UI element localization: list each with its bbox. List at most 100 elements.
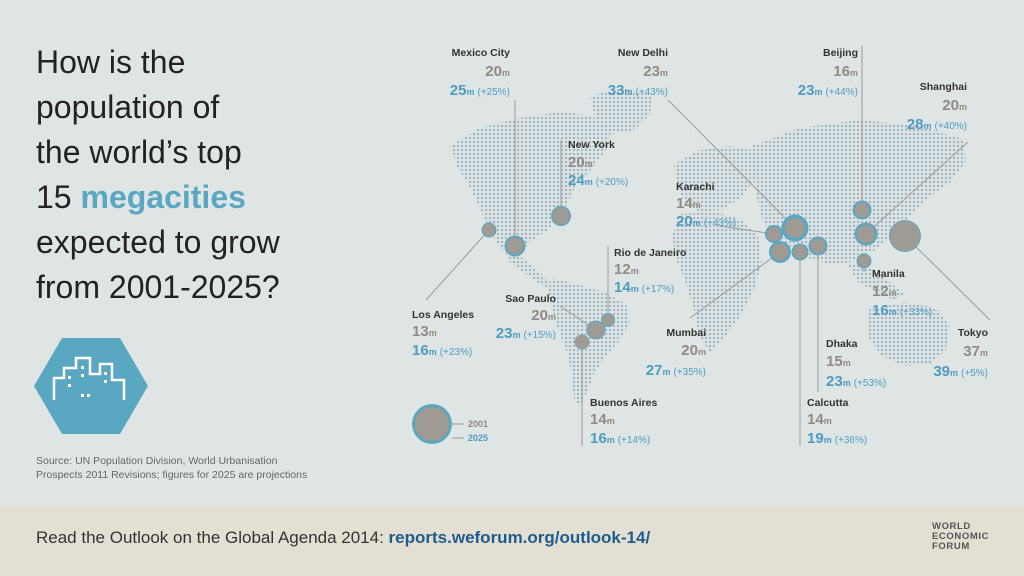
svg-text:Sao Paulo: Sao Paulo	[505, 293, 556, 305]
legend-label-2025: 2025	[468, 433, 488, 443]
bubble-dhaka[interactable]	[808, 236, 828, 256]
label-new-york: New York 20m 24m (+20%)	[568, 139, 628, 189]
svg-text:Mumbai: Mumbai	[666, 327, 706, 339]
bubble-sao-paulo[interactable]	[586, 320, 606, 340]
svg-text:16m(+23%): 16m (+23%)	[412, 342, 472, 359]
wef-logo: WORLD ECONOMIC FORUM	[932, 522, 1004, 552]
svg-text:New York: New York	[568, 139, 615, 151]
svg-text:16m: 16m	[833, 63, 858, 80]
svg-text:12m: 12m	[614, 261, 639, 278]
svg-text:Calcutta: Calcutta	[807, 397, 849, 409]
bubble-rio-de-janeiro[interactable]	[601, 313, 615, 327]
svg-text:23m(+44%): 23m (+44%)	[798, 82, 858, 99]
svg-text:Buenos Aires: Buenos Aires	[590, 397, 657, 409]
svg-text:20m(+43%): 20m (+43%)	[676, 213, 736, 230]
central-america-shape	[506, 254, 552, 288]
svg-text:Manila: Manila	[872, 268, 905, 280]
legend: 2001 2025	[412, 404, 488, 444]
svg-text:Shanghai: Shanghai	[920, 81, 967, 93]
svg-text:20m: 20m	[942, 97, 967, 114]
europe-shape	[674, 146, 760, 212]
svg-text:23m(+15%): 23m (+15%)	[496, 325, 556, 342]
svg-text:16m(+14%): 16m (+14%)	[590, 430, 650, 447]
bubble-tokyo[interactable]	[889, 220, 921, 252]
svg-text:23m(+53%): 23m (+53%)	[826, 373, 886, 390]
svg-text:Tokyo: Tokyo	[958, 327, 988, 339]
svg-text:12m: 12m	[872, 283, 897, 300]
australia-shape	[868, 302, 950, 366]
svg-text:23m: 23m	[643, 63, 668, 80]
continents	[450, 88, 966, 408]
svg-text:Los Angeles: Los Angeles	[412, 309, 474, 321]
svg-text:19m(+36%): 19m (+36%)	[807, 430, 867, 447]
svg-text:16m(+33%): 16m (+33%)	[872, 302, 932, 319]
svg-text:24m(+20%): 24m (+20%)	[568, 172, 628, 189]
headline-line-2: population of	[36, 89, 220, 125]
svg-text:25m(+25%): 25m (+25%)	[450, 82, 510, 99]
footer-label: Read the Outlook on the Global Agenda 20…	[36, 528, 389, 547]
source-line-2: Prospects 2011 Revisions; figures for 20…	[36, 469, 308, 481]
wef-logo-line-3: FORUM	[932, 541, 970, 552]
label-buenos-aires: Buenos Aires 14m 16m (+14%)	[590, 397, 657, 447]
label-tokyo: Tokyo 37m 39m (+5%)	[933, 327, 988, 380]
svg-text:14m: 14m	[807, 411, 832, 428]
legend-label-2001: 2001	[468, 419, 488, 429]
label-los-angeles: Los Angeles 13m 16m (+23%)	[412, 309, 474, 359]
bubble-new-york[interactable]	[551, 206, 571, 226]
bubble-new-delhi[interactable]	[781, 214, 809, 242]
bubble-mexico-city[interactable]	[504, 235, 526, 257]
city-bubbles	[481, 200, 921, 350]
bubble-calcutta[interactable]	[791, 243, 809, 261]
svg-text:New Delhi: New Delhi	[618, 47, 668, 59]
bubble-buenos-aires[interactable]	[574, 334, 590, 350]
label-mexico-city: Mexico City 20m 25m (+25%)	[450, 47, 510, 99]
svg-text:28m(+40%): 28m (+40%)	[907, 116, 967, 133]
svg-text:Dhaka: Dhaka	[826, 338, 858, 350]
label-sao-paulo: Sao Paulo 20m 23m (+15%)	[496, 293, 556, 342]
bubble-beijing[interactable]	[852, 200, 872, 220]
svg-text:37m: 37m	[963, 343, 988, 360]
headline-number: 15	[36, 179, 72, 215]
leader-lines	[425, 46, 991, 446]
svg-text:Rio de Janeiro: Rio de Janeiro	[614, 247, 686, 259]
label-dhaka: Dhaka 15m 23m (+53%)	[826, 338, 886, 390]
label-rio-de-janeiro: Rio de Janeiro 12m 14m (+17%)	[614, 247, 686, 296]
north-america-shape	[450, 112, 612, 256]
wef-logo-line-2: ECONOMIC	[932, 531, 990, 542]
svg-text:Mexico City: Mexico City	[452, 47, 511, 59]
svg-text:20m: 20m	[531, 307, 556, 324]
svg-text:20m: 20m	[568, 154, 593, 171]
svg-text:Karachi: Karachi	[676, 181, 715, 193]
bubble-manila[interactable]	[856, 253, 872, 269]
outlook-link[interactable]: reports.weforum.org/outlook-14/	[388, 528, 651, 547]
svg-text:33m(+43%): 33m (+43%)	[608, 82, 668, 99]
label-manila: Manila 12m 16m (+33%)	[872, 268, 932, 319]
headline-line-6: from 2001-2025?	[36, 269, 280, 305]
world-map: Mexico City 20m 25m (+25%) New Delhi 23m …	[412, 46, 991, 447]
headline-line-5: expected to grow	[36, 224, 280, 260]
label-mumbai: Mumbai 20m 27m (+35%)	[646, 327, 706, 379]
svg-text:13m: 13m	[412, 323, 437, 340]
bubble-mumbai[interactable]	[769, 241, 791, 263]
label-new-delhi: New Delhi 23m 33m (+43%)	[608, 47, 668, 99]
footer: Read the Outlook on the Global Agenda 20…	[0, 506, 1024, 576]
label-shanghai: Shanghai 20m 28m (+40%)	[907, 81, 967, 133]
source-line-1: Source: UN Population Division, World Ur…	[36, 455, 278, 467]
svg-text:20m: 20m	[485, 63, 510, 80]
svg-text:15m: 15m	[826, 353, 851, 370]
headline: How is the population of the world’s top…	[36, 40, 366, 310]
city-labels: Mexico City 20m 25m (+25%) New Delhi 23m …	[412, 47, 988, 447]
footer-text: Read the Outlook on the Global Agenda 20…	[36, 528, 650, 548]
svg-text:39m(+5%): 39m (+5%)	[933, 363, 988, 380]
svg-text:20m: 20m	[681, 342, 706, 359]
bubble-los-angeles[interactable]	[481, 222, 497, 238]
bubble-karachi[interactable]	[765, 225, 783, 243]
bubble-shanghai[interactable]	[854, 222, 878, 246]
legend-2001-circle	[415, 407, 449, 441]
headline-line-4: 15 megacities	[36, 175, 366, 220]
headline-highlight: megacities	[80, 179, 246, 215]
southeast-asia-shape	[846, 262, 904, 300]
label-calcutta: Calcutta 14m 19m (+36%)	[807, 397, 867, 447]
headline-line-3: the world’s top	[36, 134, 242, 170]
label-beijing: Beijing 16m 23m (+44%)	[798, 47, 858, 99]
